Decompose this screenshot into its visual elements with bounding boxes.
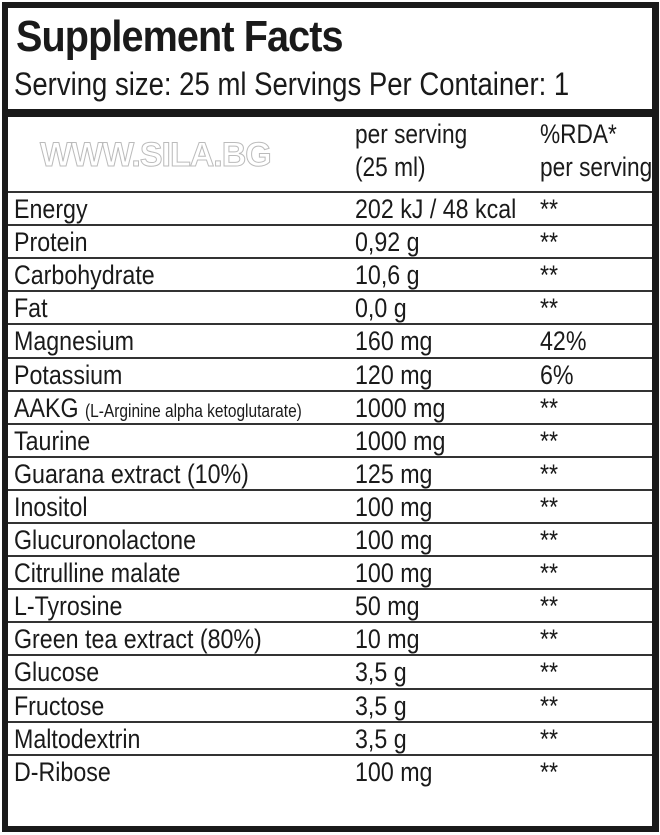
row-divider	[8, 687, 652, 690]
nutrient-rda: **	[540, 491, 559, 522]
nutrient-name: Fat	[14, 293, 48, 324]
nutrient-rda: **	[540, 690, 559, 721]
nutrient-name: Maltodextrin	[14, 723, 141, 754]
row-divider	[8, 290, 652, 293]
nutrient-amount: 120 mg	[355, 359, 433, 390]
nutrient-rda: **	[540, 624, 559, 655]
nutrient-name: Citrulline malate	[14, 558, 181, 589]
nutrient-amount: 3,5 g	[355, 690, 407, 721]
nutrient-name: D-Ribose	[14, 756, 111, 787]
nutrient-name: Guarana extract (10%)	[14, 458, 249, 489]
row-divider	[8, 522, 652, 524]
nutrient-name: Protein	[14, 227, 88, 258]
row-divider	[8, 257, 652, 260]
row-divider	[8, 422, 652, 425]
nutrient-amount: 100 mg	[355, 525, 433, 555]
row-divider	[8, 753, 652, 756]
nutrient-rda: **	[540, 392, 559, 423]
row-divider	[8, 356, 652, 359]
row-divider	[8, 323, 652, 326]
nutrient-name: Glucose	[14, 657, 100, 688]
nutrient-rda: **	[540, 525, 559, 555]
header-rda-per-serving: per serving	[540, 152, 653, 182]
nutrient-rda: **	[540, 260, 559, 291]
nutrient-name: Carbohydrate	[14, 260, 155, 291]
nutrient-amount: 160 mg	[355, 326, 433, 357]
watermark: WWW.SILA.BG	[40, 136, 273, 175]
serving-info: Serving size: 25 ml Servings Per Contain…	[14, 66, 570, 102]
nutrient-rda: **	[540, 558, 559, 589]
nutrient-amount: 0,0 g	[355, 293, 407, 324]
nutrient-amount: 1000 mg	[355, 392, 446, 423]
nutrient-amount: 100 mg	[355, 558, 433, 589]
label-title: Supplement Facts	[16, 12, 344, 61]
nutrient-rda: 42%	[540, 326, 587, 357]
nutrient-note: (L-Arginine alpha ketoglutarate)	[84, 400, 302, 421]
nutrient-amount: 0,92 g	[355, 227, 420, 258]
row-divider	[8, 455, 652, 458]
nutrient-rda: **	[540, 425, 559, 456]
nutrient-amount: 125 mg	[355, 458, 433, 489]
nutrient-name: Magnesium	[14, 326, 135, 357]
nutrient-amount: 3,5 g	[355, 657, 407, 688]
nutrient-amount: 202 kJ / 48 kcal	[355, 194, 517, 224]
header-serving-size: (25 ml)	[355, 152, 426, 182]
nutrient-rda: 6%	[540, 359, 574, 390]
row-divider	[8, 555, 652, 558]
row-divider	[8, 621, 652, 624]
nutrient-rda: **	[540, 458, 559, 489]
nutrient-name: Fructose	[14, 690, 105, 721]
row-divider	[8, 224, 652, 227]
nutrient-rda: **	[540, 194, 559, 224]
nutrient-amount: 50 mg	[355, 591, 420, 622]
thick-divider	[2, 109, 658, 117]
row-divider	[8, 588, 652, 591]
row-divider	[8, 191, 652, 193]
nutrient-name: Glucuronolactone	[14, 525, 197, 555]
row-divider	[8, 488, 652, 491]
nutrient-name-text: AAKG	[14, 392, 79, 423]
nutrient-name: Green tea extract (80%)	[14, 624, 262, 655]
nutrient-rda: **	[540, 657, 559, 688]
nutrient-rda: **	[540, 723, 559, 754]
nutrient-name: Potassium	[14, 359, 123, 390]
nutrient-name: Inositol	[14, 491, 88, 522]
nutrient-name: Energy	[14, 194, 88, 224]
header-rda: %RDA*	[540, 119, 617, 149]
nutrient-rda: **	[540, 227, 559, 258]
row-divider	[8, 389, 652, 392]
nutrient-name: Taurine	[14, 425, 91, 456]
nutrient-amount: 10,6 g	[355, 260, 420, 291]
nutrient-name: L-Tyrosine	[14, 591, 123, 622]
nutrient-name: AAKG (L-Arginine alpha ketoglutarate)	[14, 393, 302, 426]
nutrient-amount: 100 mg	[355, 756, 433, 787]
nutrient-amount: 1000 mg	[355, 425, 446, 456]
nutrient-rda: **	[540, 293, 559, 324]
nutrient-rda: **	[540, 756, 559, 787]
row-divider	[8, 654, 652, 657]
nutrient-amount: 3,5 g	[355, 723, 407, 754]
nutrient-rda: **	[540, 591, 559, 622]
nutrient-amount: 100 mg	[355, 491, 433, 522]
row-divider	[8, 720, 652, 723]
nutrient-amount: 10 mg	[355, 624, 420, 655]
header-per-serving: per serving	[355, 119, 468, 149]
